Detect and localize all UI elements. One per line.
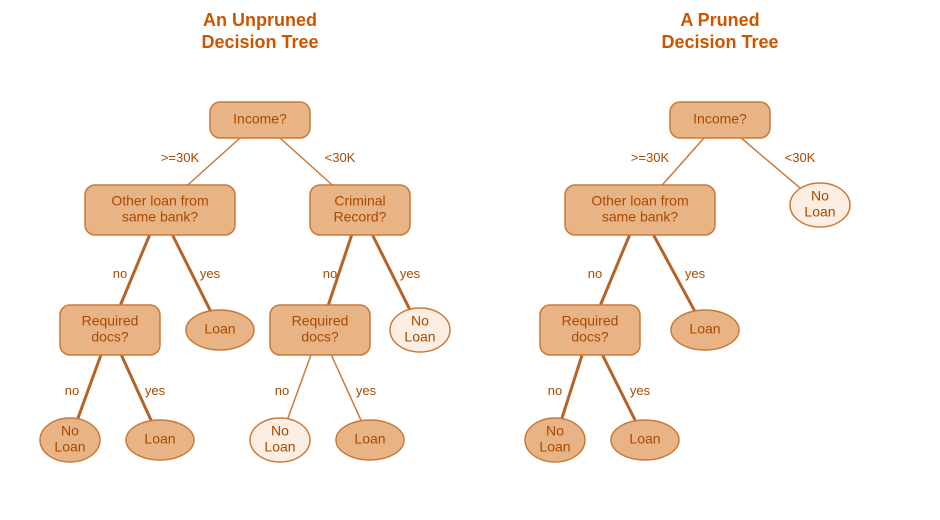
edge-label: yes — [630, 383, 651, 398]
edge-label: no — [323, 266, 337, 281]
node-label: Other loan from — [591, 193, 688, 209]
node-label: Loan — [404, 329, 435, 345]
node-label: Loan — [539, 439, 570, 455]
edge-label: no — [65, 383, 79, 398]
node-label: Required — [292, 313, 349, 329]
node-label: Required — [82, 313, 139, 329]
node-label: No — [411, 313, 429, 329]
node-label: docs? — [301, 329, 339, 345]
node-label: Income? — [233, 111, 287, 127]
decision-node: Requireddocs? — [60, 305, 160, 355]
tree-title-line: Decision Tree — [201, 32, 318, 52]
edge-label: >=30K — [631, 150, 670, 165]
node-label: Loan — [804, 204, 835, 220]
leaf-node: NoLoan — [40, 418, 100, 462]
node-label: Loan — [204, 321, 235, 337]
node-label: Loan — [54, 439, 85, 455]
node-label: Other loan from — [111, 193, 208, 209]
decision-node: CriminalRecord? — [310, 185, 410, 235]
decision-node: Income? — [670, 102, 770, 138]
edge-label: no — [113, 266, 127, 281]
node-label: Loan — [264, 439, 295, 455]
leaf-node: Loan — [126, 420, 194, 460]
edge-label: >=30K — [161, 150, 200, 165]
node-label: Record? — [334, 209, 387, 225]
edge-label: yes — [200, 266, 221, 281]
leaf-node: NoLoan — [250, 418, 310, 462]
node-label: No — [811, 188, 829, 204]
leaf-node: NoLoan — [390, 308, 450, 352]
tree-title-line: An Unpruned — [203, 10, 317, 30]
node-label: Loan — [629, 431, 660, 447]
node-label: docs? — [91, 329, 129, 345]
edge-label: no — [275, 383, 289, 398]
node-label: same bank? — [602, 209, 678, 225]
edge-label: yes — [685, 266, 706, 281]
edge-label: no — [548, 383, 562, 398]
decision-node: Requireddocs? — [540, 305, 640, 355]
node-label: No — [61, 423, 79, 439]
edge-label: yes — [356, 383, 377, 398]
node-label: Loan — [144, 431, 175, 447]
decision-node: Income? — [210, 102, 310, 138]
decision-node: Requireddocs? — [270, 305, 370, 355]
edge-label: <30K — [325, 150, 356, 165]
tree-title-line: A Pruned — [680, 10, 759, 30]
node-label: Loan — [689, 321, 720, 337]
edge-label: yes — [145, 383, 166, 398]
leaf-node: Loan — [671, 310, 739, 350]
decision-node: Other loan fromsame bank? — [85, 185, 235, 235]
tree-title-line: Decision Tree — [661, 32, 778, 52]
edge-label: <30K — [785, 150, 816, 165]
leaf-node: Loan — [611, 420, 679, 460]
leaf-node: NoLoan — [525, 418, 585, 462]
edge-label: no — [588, 266, 602, 281]
decision-node: Other loan fromsame bank? — [565, 185, 715, 235]
node-label: Criminal — [334, 193, 385, 209]
leaf-node: NoLoan — [790, 183, 850, 227]
node-label: docs? — [571, 329, 609, 345]
leaf-node: Loan — [186, 310, 254, 350]
node-label: Loan — [354, 431, 385, 447]
edge-label: yes — [400, 266, 421, 281]
node-label: same bank? — [122, 209, 198, 225]
decision-tree-diagram: An UnprunedDecision Tree>=30K<30Knoyesno… — [0, 0, 940, 520]
node-label: Required — [562, 313, 619, 329]
node-label: No — [271, 423, 289, 439]
node-label: Income? — [693, 111, 747, 127]
leaf-node: Loan — [336, 420, 404, 460]
node-label: No — [546, 423, 564, 439]
